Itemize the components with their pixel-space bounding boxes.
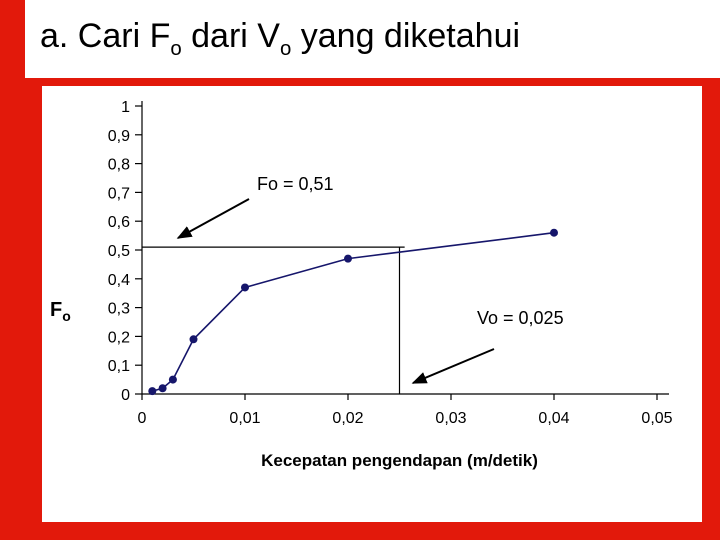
fo-arrow-icon [176,198,250,239]
y-tick-label: 0,5 [108,243,130,260]
y-tick-label: 0,3 [108,301,130,318]
data-point [168,375,177,384]
chart-svg: 0 0,1 0,2 0,3 0,4 0,5 0,6 0,7 0,8 0,9 1 0 0,01 0,02 0,… [50,99,673,470]
y-tick-label: 0 [121,387,130,404]
x-axis-title: Kecepatan pengendapan (m/detik) [261,451,538,470]
data-point [550,228,558,237]
title-text-prefix: a. Cari F [40,17,171,56]
y-tick-label: 0,1 [108,358,130,375]
x-tick-label: 0,05 [641,410,672,427]
title-text-mid: dari V [181,17,280,56]
y-tick-label: 0,7 [108,185,130,202]
fo-annotation-label: Fo = 0,51 [257,174,334,194]
vo-annotation-label: Vo = 0,025 [477,308,564,328]
x-tick-label: 0,01 [229,410,260,427]
x-tick-label: 0,04 [538,410,569,427]
data-point [344,254,352,263]
title-bar: a. Cari Fo dari Vo yang diketahui [25,0,720,78]
title-text-suffix: yang diketahui [291,17,521,56]
y-tick-label: 0,4 [108,272,130,289]
title-subscript-v: o [279,37,292,60]
slide-title: a. Cari Fo dari Vo yang diketahui [40,17,520,61]
x-tick-label: 0,03 [435,410,466,427]
data-point [158,384,167,393]
y-axis-title: Fo [50,299,71,324]
y-tick-label: 1 [121,99,130,116]
vo-arrow-icon [411,348,495,384]
y-tick-label: 0,8 [108,157,130,174]
x-tick-label: 0,02 [332,410,363,427]
data-point [189,335,198,344]
title-subscript-f: o [170,37,182,60]
data-point [241,283,249,292]
y-tick-label: 0,2 [108,329,130,346]
data-point [148,387,157,396]
chart-panel: 0 0,1 0,2 0,3 0,4 0,5 0,6 0,7 0,8 0,9 1 0 0,01 0,02 0,… [42,86,702,522]
y-tick-label: 0,6 [108,214,130,231]
y-tick-label: 0,9 [108,128,130,145]
x-tick-label: 0 [138,410,147,427]
